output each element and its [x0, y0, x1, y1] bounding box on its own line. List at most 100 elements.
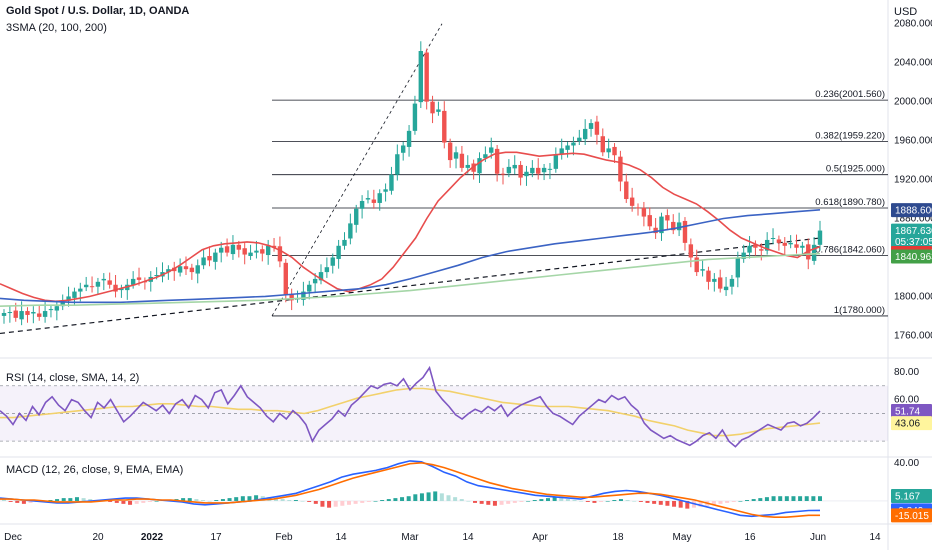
macd-histogram-bar — [68, 498, 73, 501]
candle-body — [289, 294, 294, 301]
candle-body — [436, 109, 441, 112]
candle-body — [395, 154, 400, 175]
macd-histogram-bar — [711, 500, 716, 505]
macd-histogram-bar — [439, 493, 444, 501]
candle-body — [78, 288, 83, 292]
macd-legend[interactable]: MACD (12, 26, close, 9, EMA, EMA) — [6, 464, 184, 476]
candle-body — [166, 269, 171, 273]
candle-body — [113, 284, 118, 292]
candle-body — [31, 312, 36, 314]
candle-body — [624, 181, 629, 200]
candle-body — [694, 257, 699, 273]
candle-body — [72, 291, 77, 298]
macd-histogram-bar — [320, 500, 325, 507]
candle-body — [588, 123, 594, 129]
ma-legend[interactable]: 3SMA (20, 100, 200) — [6, 22, 107, 34]
macd-histogram-bar — [313, 500, 318, 504]
candle-body — [489, 147, 494, 153]
candle-body — [600, 136, 605, 153]
candle-body — [89, 286, 95, 288]
macd-histogram-bar — [194, 499, 199, 501]
candle-body — [430, 101, 435, 114]
candle-body — [318, 272, 324, 281]
candle-body — [107, 280, 112, 285]
candle-body — [577, 137, 582, 142]
macd-histogram-bar — [214, 500, 219, 501]
candle-body — [524, 171, 529, 177]
candle-body — [330, 257, 335, 266]
candle-body — [776, 239, 782, 243]
time-tick-label: 2022 — [141, 532, 164, 543]
macd-histogram-bar — [333, 500, 338, 507]
macd-histogram-bar — [61, 498, 66, 501]
currency-label[interactable]: USD — [894, 6, 918, 18]
price-tick-label: 1760.000 — [894, 330, 932, 341]
candle-body — [629, 197, 635, 206]
candle-body — [447, 142, 453, 161]
price-badge: 1867.630 — [895, 226, 932, 237]
macd-histogram-bar — [778, 496, 783, 501]
macd-histogram-bar — [141, 500, 146, 503]
candle-body — [665, 215, 670, 221]
candle-body — [1, 312, 7, 316]
macd-histogram-bar — [114, 500, 119, 503]
time-tick-label: Feb — [275, 532, 293, 543]
candle-body — [571, 142, 576, 146]
price-tick-label: 2040.000 — [894, 58, 932, 69]
candle-body — [389, 174, 394, 191]
candle-body — [7, 312, 13, 314]
candle-body — [753, 244, 758, 248]
candle-body — [130, 278, 136, 285]
candle-body — [817, 230, 823, 245]
candle-body — [424, 52, 429, 102]
macd-histogram-bar — [274, 498, 278, 501]
candle-body — [518, 164, 523, 178]
rsi-legend[interactable]: RSI (14, close, SMA, 14, 2) — [6, 372, 140, 384]
fib-trend-line — [271, 23, 443, 317]
macd-histogram-bar — [486, 500, 491, 505]
macd-histogram-bar — [771, 496, 776, 501]
macd-histogram-bar — [373, 500, 378, 502]
candle-body — [189, 267, 195, 273]
candle-body — [48, 309, 54, 311]
candle-body — [154, 275, 159, 277]
candle-body — [471, 163, 476, 172]
candle-body — [54, 306, 60, 311]
macd-histogram-bar — [784, 496, 789, 501]
macd-histogram-bar — [280, 499, 285, 501]
macd-histogram-bar — [366, 500, 371, 502]
macd-histogram-bar — [546, 498, 550, 501]
candle-body — [582, 128, 588, 140]
macd-histogram-bar — [234, 497, 239, 501]
candle-body — [354, 208, 359, 225]
macd-histogram-bar — [247, 496, 252, 501]
macd-histogram-bar — [307, 500, 312, 502]
macd-histogram-bar — [672, 500, 677, 507]
candle-body — [242, 248, 247, 255]
macd-histogram-bar — [393, 498, 398, 501]
candle-body — [494, 148, 500, 174]
price-tick-label: 1800.000 — [894, 291, 932, 302]
candle-body — [794, 244, 799, 248]
macd-histogram-bar — [685, 500, 690, 509]
sma20-line — [0, 151, 821, 303]
macd-histogram-bar — [254, 495, 259, 501]
time-tick-label: 14 — [335, 532, 347, 543]
macd-histogram-bar — [181, 498, 186, 501]
candle-body — [260, 249, 265, 254]
macd-histogram-bar — [88, 499, 93, 501]
candle-body — [483, 154, 488, 159]
macd-histogram-bar — [678, 500, 683, 508]
candle-body — [301, 291, 306, 300]
candle-body — [400, 145, 406, 153]
candle-body — [277, 246, 283, 262]
macd-histogram-bar — [473, 500, 478, 503]
macd-histogram-bar — [28, 500, 33, 503]
time-tick-label: May — [673, 532, 692, 543]
macd-histogram-bar — [738, 500, 743, 502]
macd-histogram-bar — [758, 498, 763, 501]
candle-body — [283, 262, 288, 295]
candle-body — [759, 249, 764, 251]
candle-body — [747, 245, 752, 253]
